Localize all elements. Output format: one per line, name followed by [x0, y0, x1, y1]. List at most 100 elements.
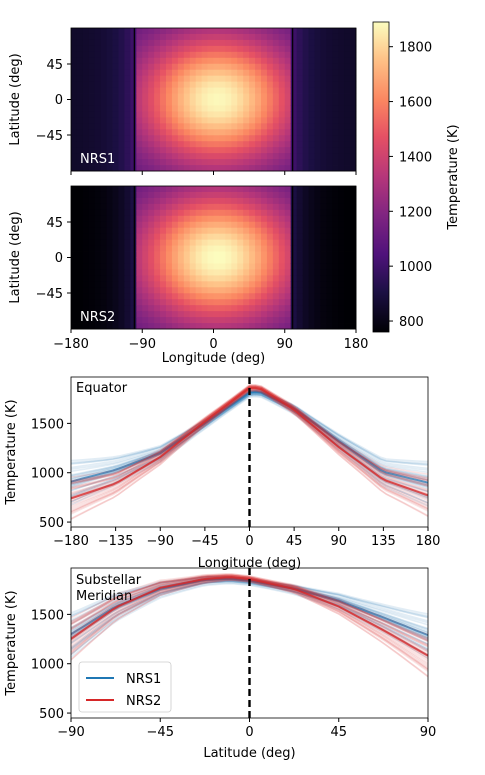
- heatmap-cell: [195, 263, 203, 270]
- heatmap-cell: [225, 117, 232, 124]
- heatmap-cell: [71, 233, 78, 241]
- heatmap-cell: [219, 227, 226, 235]
- heatmap-cell: [261, 93, 268, 100]
- heatmap-cell: [183, 275, 191, 282]
- heatmap-cell: [183, 105, 191, 112]
- heatmap-cell: [272, 233, 280, 241]
- heatmap-cell: [142, 51, 149, 59]
- heatmap-cell: [261, 239, 268, 246]
- heatmap-cell: [94, 227, 102, 235]
- heatmap-cell: [308, 227, 315, 235]
- heatmap-cell: [278, 257, 286, 264]
- heatmap-cell: [201, 99, 208, 106]
- meridian-xlabel: Latitude (deg): [203, 746, 295, 761]
- heatmap-cell: [338, 117, 345, 124]
- heatmap-cell: [100, 57, 108, 65]
- heatmap-cell: [100, 239, 108, 246]
- heatmap-cell: [284, 129, 292, 136]
- heatmap-cell: [136, 323, 143, 330]
- heatmap-cell: [237, 153, 244, 160]
- heatmap-cell: [100, 209, 108, 217]
- heatmap-cell: [296, 275, 303, 282]
- heatmap-cell: [177, 99, 185, 106]
- heatmap-cell: [320, 105, 327, 112]
- heatmap-cell: [272, 159, 280, 166]
- heatmap-cell: [350, 281, 357, 288]
- meridian-nrs2-trace: [71, 574, 428, 642]
- heatmap-cell: [88, 147, 96, 154]
- heatmap-cell: [94, 93, 102, 100]
- heatmap-cell: [82, 317, 90, 324]
- heatmap-cell: [350, 239, 357, 246]
- heatmap-cell: [166, 165, 173, 172]
- heatmap-cell: [166, 111, 173, 118]
- heatmap-cell: [255, 111, 262, 118]
- heatmap-cell: [225, 93, 232, 100]
- heatmap-cell: [76, 287, 84, 294]
- heatmap-cell: [130, 227, 137, 235]
- heatmap-cell: [171, 45, 179, 53]
- heatmap-cell: [166, 75, 173, 83]
- heatmap-cell: [166, 186, 173, 193]
- heatmap-cell: [243, 99, 250, 106]
- heatmap-cell: [136, 147, 143, 154]
- heatmap-cell: [112, 51, 119, 59]
- heatmap-cell: [255, 123, 262, 130]
- heatmap-cell: [148, 275, 155, 282]
- heatmap-cell: [195, 186, 203, 193]
- heatmap-cell: [207, 105, 214, 112]
- heatmap-cell: [320, 275, 327, 282]
- heatmap-cell: [177, 33, 185, 41]
- equator-nrs1-trace: [71, 393, 428, 493]
- heatmap-cell: [195, 93, 203, 100]
- heatmap-cell: [332, 287, 339, 294]
- heatmap-cell: [219, 93, 226, 100]
- heatmap-cell: [266, 311, 274, 318]
- heatmap-cell: [344, 293, 351, 300]
- heatmap-cell: [237, 287, 244, 294]
- heatmap-cell: [290, 209, 298, 217]
- heatmap-cell: [249, 135, 256, 142]
- heatmap-cell: [94, 147, 102, 154]
- heatmap-cell: [112, 221, 119, 229]
- heatmap-cell: [112, 311, 119, 318]
- heatmap-cell: [344, 245, 351, 252]
- heatmap-cell: [290, 186, 298, 193]
- heatmap-cell: [314, 311, 321, 318]
- heatmap-cell: [82, 209, 90, 217]
- heatmap-cell: [177, 93, 185, 100]
- heatmap-cell: [166, 129, 173, 136]
- heatmap-cell: [213, 239, 220, 246]
- heatmap-cell: [225, 305, 232, 312]
- heatmap-cell: [94, 57, 102, 65]
- heatmap-cell: [326, 45, 333, 53]
- equator-ylabel: Temperature (K): [4, 399, 19, 505]
- heatmap-cell: [148, 165, 155, 172]
- heatmap-cell: [219, 209, 226, 217]
- heatmap-cell: [308, 117, 315, 124]
- heatmap-cell: [350, 257, 357, 264]
- heatmap-cell: [344, 209, 351, 217]
- heatmap-cell: [189, 269, 197, 276]
- heatmap-cell: [278, 191, 286, 199]
- heatmap-cell: [118, 233, 125, 241]
- heatmap-cell: [148, 281, 155, 288]
- equator-nrs1-trace: [71, 393, 428, 493]
- meridian-nrs2-trace: [71, 574, 428, 652]
- heatmap-cell: [308, 275, 315, 282]
- heatmap-cell: [71, 203, 78, 211]
- heatmap-cell: [302, 186, 309, 193]
- heatmap-cell: [308, 215, 315, 223]
- heatmap-cell: [290, 39, 298, 47]
- heatmap-cell: [278, 165, 286, 172]
- heatmap-cell: [272, 227, 280, 235]
- heatmap-cell: [189, 57, 197, 65]
- colorbar-tick-label: 1600: [399, 96, 432, 111]
- heatmap-cell: [136, 293, 143, 300]
- heatmap-cell: [326, 51, 333, 59]
- heatmap-cell: [82, 323, 90, 330]
- heatmap-cell: [284, 221, 292, 229]
- heatmap-cell: [344, 299, 351, 306]
- heatmap-cell: [118, 39, 125, 47]
- heatmap-cell: [160, 203, 167, 211]
